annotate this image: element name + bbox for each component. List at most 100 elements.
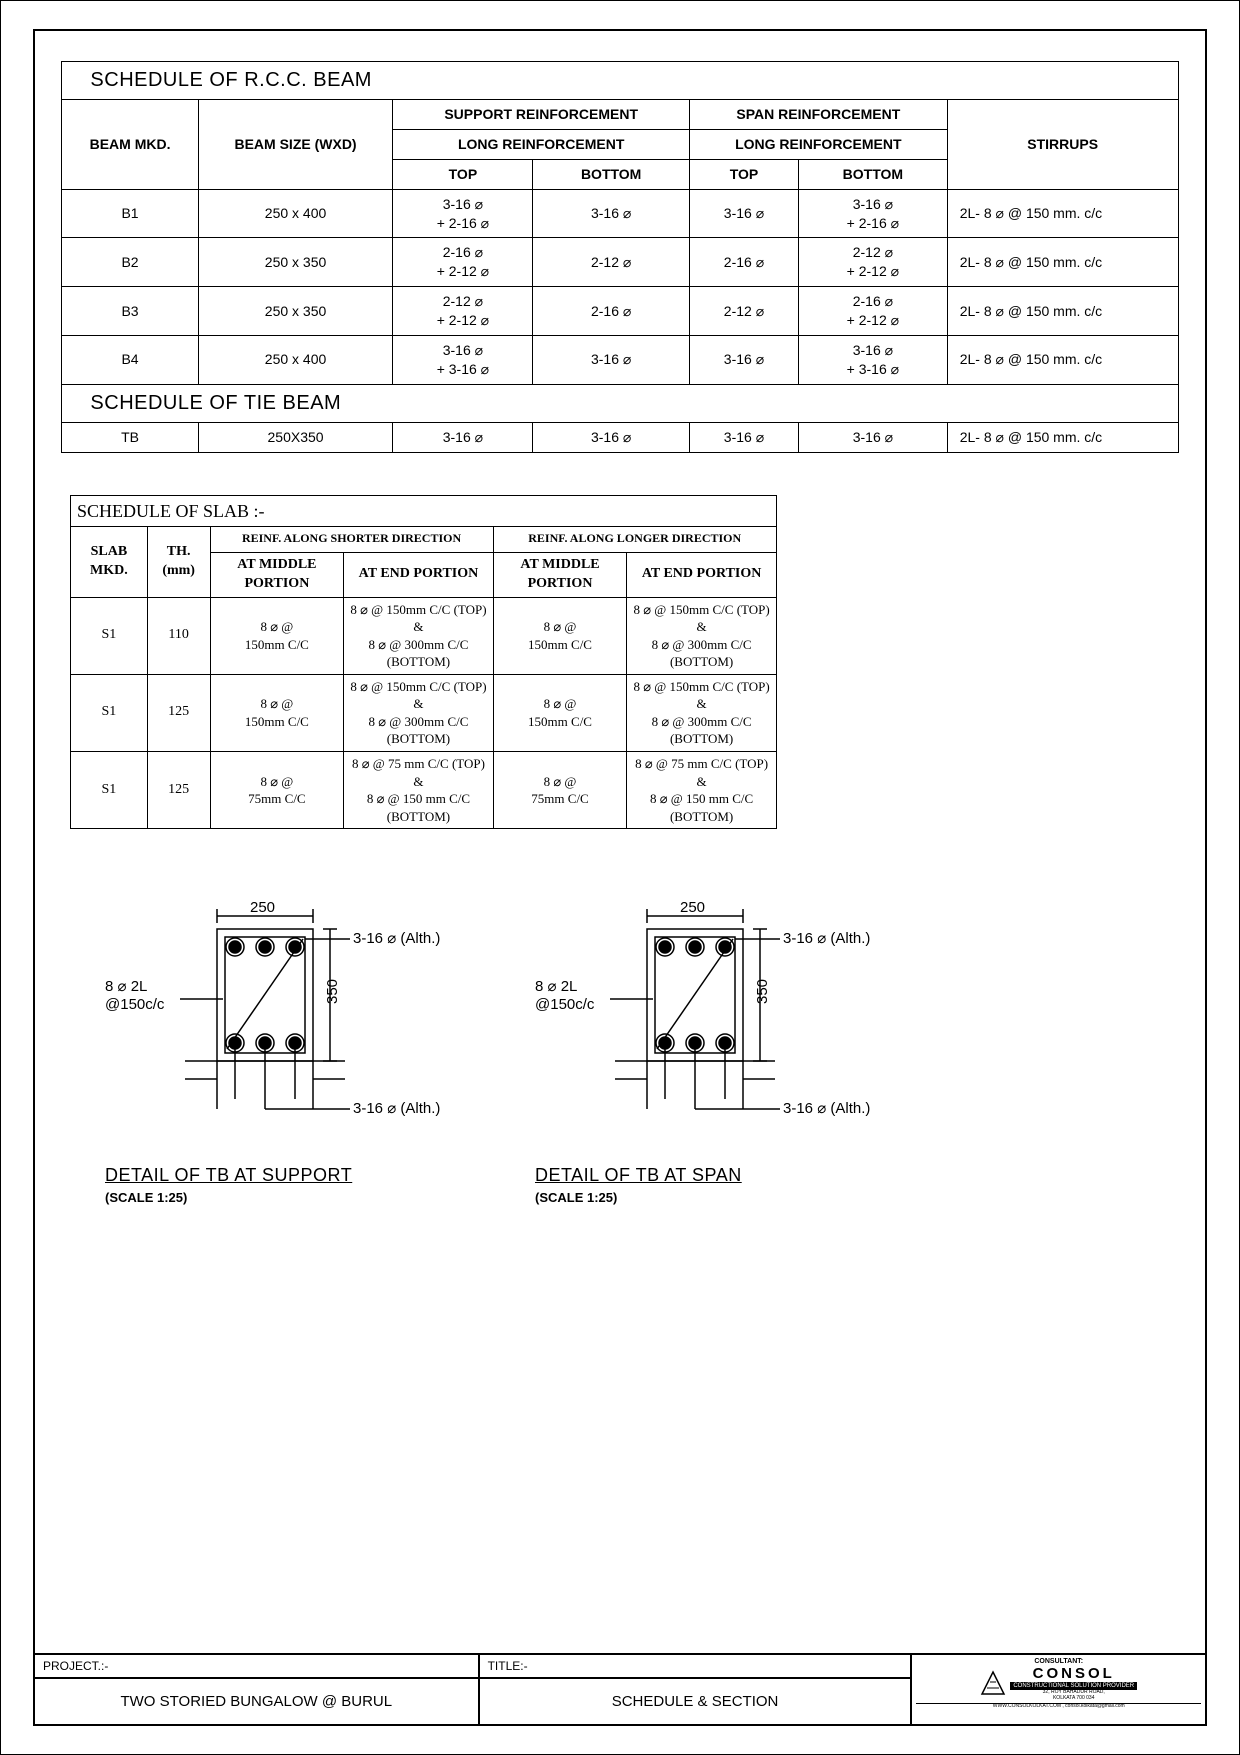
hdr-top-1: TOP <box>393 159 533 189</box>
slab-row: S11258 ⌀ @ 150mm C/C8 ⌀ @ 150mm C/C (TOP… <box>71 674 777 751</box>
slab-s-end: 8 ⌀ @ 150mm C/C (TOP) &8 ⌀ @ 300mm C/C (… <box>344 597 493 674</box>
beam-mkd: B2 <box>62 238 198 287</box>
tie-beam-row: TB 250X350 3-16 ⌀ 3-16 ⌀ 3-16 ⌀ 3-16 ⌀ 2… <box>62 422 1178 452</box>
consultant-label: CONSULTANT: <box>916 1658 1201 1665</box>
svg-text:3-16 ⌀ (Alth.): 3-16 ⌀ (Alth.) <box>353 930 440 947</box>
svg-text:3-16 ⌀ (Alth.): 3-16 ⌀ (Alth.) <box>783 930 870 947</box>
tb-size: 250X350 <box>198 422 393 452</box>
slab-l-mid: 8 ⌀ @ 150mm C/C <box>493 597 627 674</box>
beam-row: B3250 x 3502-12 ⌀+ 2-12 ⌀2-16 ⌀2-12 ⌀2-1… <box>62 287 1178 336</box>
beam-stir: 2L- 8 ⌀ @ 150 mm. c/c <box>947 238 1178 287</box>
beam-sp-top: 3-16 ⌀ <box>689 336 798 385</box>
slab-l-end: 8 ⌀ @ 150mm C/C (TOP) &8 ⌀ @ 300mm C/C (… <box>627 674 776 751</box>
beam-size: 250 x 400 <box>198 336 393 385</box>
hdr-slab-mkd: SLAB MKD. <box>71 526 148 597</box>
beam-row: B1250 x 4003-16 ⌀+ 2-16 ⌀3-16 ⌀3-16 ⌀3-1… <box>62 189 1178 238</box>
consol-name: CONSOL <box>1010 1665 1137 1682</box>
slab-th: 110 <box>147 597 210 674</box>
beam-s-top: 2-16 ⌀+ 2-12 ⌀ <box>393 238 533 287</box>
svg-text:3-16 ⌀ (Alth.): 3-16 ⌀ (Alth.) <box>783 1100 870 1117</box>
consol-addr2: KOLKATA 700 034 <box>1010 1696 1137 1702</box>
slab-mkd: S1 <box>71 674 148 751</box>
beam-s-top: 3-16 ⌀+ 3-16 ⌀ <box>393 336 533 385</box>
hdr-s-end: AT END PORTION <box>344 552 493 597</box>
hdr-long-2: LONG REINFORCEMENT <box>689 129 947 159</box>
beam-s-bot: 3-16 ⌀ <box>533 189 690 238</box>
title-block-project: PROJECT.:- TWO STORIED BUNGALOW @ BURUL <box>35 1655 480 1724</box>
beam-row: B4250 x 4003-16 ⌀+ 3-16 ⌀3-16 ⌀3-16 ⌀3-1… <box>62 336 1178 385</box>
diagram-title-support: DETAIL OF TB AT SUPPORT <box>105 1165 465 1186</box>
slab-th: 125 <box>147 752 210 829</box>
slab-l-mid: 8 ⌀ @ 75mm C/C <box>493 752 627 829</box>
stirrup-label-span-1: 8 ⌀ 2L <box>535 978 577 995</box>
hdr-longer: REINF. ALONG LONGER DIRECTION <box>528 531 741 545</box>
beam-mkd: B1 <box>62 189 198 238</box>
tb-spbot: 3-16 ⌀ <box>799 422 948 452</box>
beam-section-svg-span: 250 <box>535 899 895 1159</box>
slab-l-end: 8 ⌀ @ 150mm C/C (TOP) &8 ⌀ @ 300mm C/C (… <box>627 597 776 674</box>
slab-schedule-table: SCHEDULE OF SLAB :- SLAB MKD. TH. (mm) R… <box>70 495 777 830</box>
beam-stir: 2L- 8 ⌀ @ 150 mm. c/c <box>947 336 1178 385</box>
stirrup-label-2: @150c/c <box>105 996 165 1013</box>
hdr-beam-size: BEAM SIZE (WXD) <box>198 100 393 190</box>
project-label: PROJECT.:- <box>35 1655 478 1679</box>
beam-size: 250 x 400 <box>198 189 393 238</box>
tb-mkd: TB <box>62 422 198 452</box>
rcc-beam-title: SCHEDULE OF R.C.C. BEAM <box>62 62 1178 100</box>
beam-sp-top: 2-12 ⌀ <box>689 287 798 336</box>
beam-row: B2250 x 3502-16 ⌀+ 2-12 ⌀2-12 ⌀2-16 ⌀2-1… <box>62 238 1178 287</box>
beam-s-bot: 3-16 ⌀ <box>533 336 690 385</box>
hdr-span: SPAN REINFORCEMENT <box>689 100 947 130</box>
tie-beam-title: SCHEDULE OF TIE BEAM <box>62 384 1178 422</box>
diagram-scale-support: (SCALE 1:25) <box>105 1190 465 1205</box>
title-block-consultant: CONSULTANT: CONSOL CONSTRUCTIONAL SOLUTI… <box>912 1655 1205 1724</box>
tb-support-diagram: 250 <box>105 899 465 1205</box>
diagram-scale-span: (SCALE 1:25) <box>535 1190 895 1205</box>
slab-s-end: 8 ⌀ @ 150mm C/C (TOP) &8 ⌀ @ 300mm C/C (… <box>344 674 493 751</box>
slab-s-mid: 8 ⌀ @ 150mm C/C <box>210 597 344 674</box>
consol-logo-icon <box>980 1670 1006 1696</box>
title-block: PROJECT.:- TWO STORIED BUNGALOW @ BURUL … <box>33 1653 1207 1726</box>
svg-text:350: 350 <box>324 979 341 1004</box>
beam-sp-bot: 2-16 ⌀+ 2-12 ⌀ <box>799 287 948 336</box>
beam-s-top: 3-16 ⌀+ 2-16 ⌀ <box>393 189 533 238</box>
slab-row: S11258 ⌀ @ 75mm C/C8 ⌀ @ 75 mm C/C (TOP)… <box>71 752 777 829</box>
hdr-bot-1: BOTTOM <box>533 159 690 189</box>
svg-text:250: 250 <box>250 899 275 916</box>
beam-s-bot: 2-12 ⌀ <box>533 238 690 287</box>
tb-stir: 2L- 8 ⌀ @ 150 mm. c/c <box>947 422 1178 452</box>
tb-sbot: 3-16 ⌀ <box>533 422 690 452</box>
beam-section-svg: 250 <box>105 899 465 1159</box>
stirrup-label-1: 8 ⌀ 2L <box>105 978 147 995</box>
hdr-top-2: TOP <box>689 159 798 189</box>
slab-mkd: S1 <box>71 752 148 829</box>
hdr-s-mid: AT MIDDLE PORTION <box>210 552 344 597</box>
consol-web: WWW.CONSOLKOLKAT.COM , consol.kolkata@gm… <box>916 1703 1201 1710</box>
beam-s-bot: 2-16 ⌀ <box>533 287 690 336</box>
hdr-stirrups: STIRRUPS <box>947 100 1178 190</box>
beam-sp-top: 3-16 ⌀ <box>689 189 798 238</box>
beam-s-top: 2-12 ⌀+ 2-12 ⌀ <box>393 287 533 336</box>
slab-row: S11108 ⌀ @ 150mm C/C8 ⌀ @ 150mm C/C (TOP… <box>71 597 777 674</box>
page: SCHEDULE OF R.C.C. BEAM BEAM MKD. BEAM S… <box>0 0 1240 1755</box>
hdr-long-1: LONG REINFORCEMENT <box>393 129 689 159</box>
hdr-shorter: REINF. ALONG SHORTER DIRECTION <box>242 531 461 545</box>
title-value: SCHEDULE & SECTION <box>480 1679 911 1724</box>
title-block-title: TITLE:- SCHEDULE & SECTION <box>480 1655 913 1724</box>
slab-s-mid: 8 ⌀ @ 150mm C/C <box>210 674 344 751</box>
slab-title: SCHEDULE OF SLAB :- <box>71 495 777 526</box>
hdr-slab-th: TH. (mm) <box>147 526 210 597</box>
slab-mkd: S1 <box>71 597 148 674</box>
beam-sp-bot: 3-16 ⌀+ 2-16 ⌀ <box>799 189 948 238</box>
beam-size: 250 x 350 <box>198 287 393 336</box>
beam-mkd: B4 <box>62 336 198 385</box>
beam-stir: 2L- 8 ⌀ @ 150 mm. c/c <box>947 189 1178 238</box>
title-label: TITLE:- <box>480 1655 911 1679</box>
hdr-bot-2: BOTTOM <box>799 159 948 189</box>
beam-mkd: B3 <box>62 287 198 336</box>
slab-th: 125 <box>147 674 210 751</box>
hdr-l-mid: AT MIDDLE PORTION <box>493 552 627 597</box>
svg-text:250: 250 <box>680 899 705 916</box>
svg-text:350: 350 <box>754 979 771 1004</box>
tb-sptop: 3-16 ⌀ <box>689 422 798 452</box>
